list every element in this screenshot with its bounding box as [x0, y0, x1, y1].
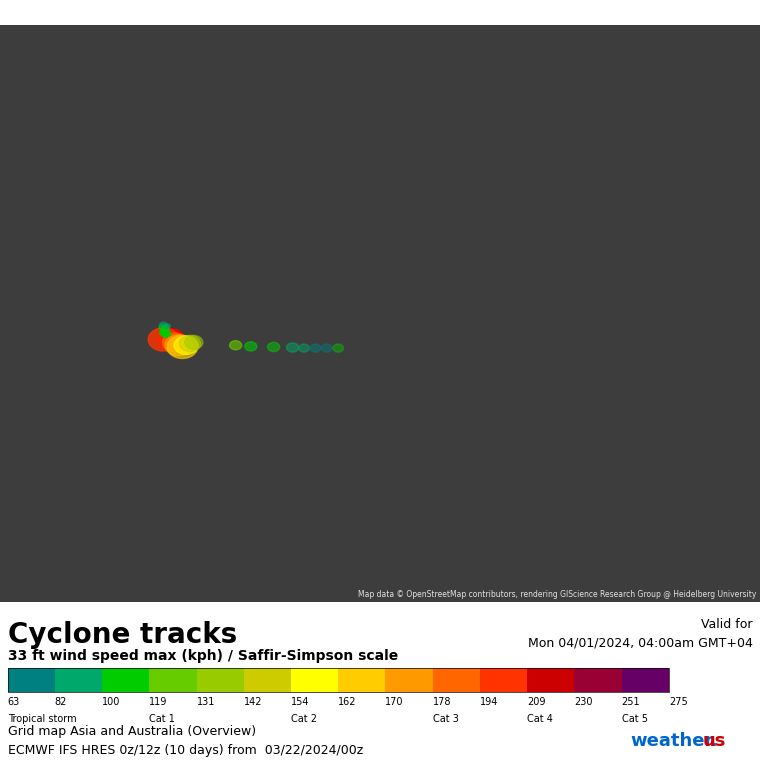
Circle shape — [164, 324, 170, 328]
Circle shape — [160, 327, 168, 333]
Circle shape — [167, 335, 198, 359]
Text: ECMWF IFS HRES 0z/12z (10 days) from  03/22/2024/00z: ECMWF IFS HRES 0z/12z (10 days) from 03/… — [8, 744, 363, 757]
Text: Grid map Asia and Australia (Overview): Grid map Asia and Australia (Overview) — [8, 725, 255, 738]
Text: 82: 82 — [55, 697, 67, 707]
Text: Cat 5: Cat 5 — [622, 714, 648, 724]
Bar — [432, 668, 480, 692]
Text: Cat 4: Cat 4 — [527, 714, 553, 724]
Circle shape — [179, 335, 201, 352]
Bar — [622, 668, 669, 692]
Text: 209: 209 — [527, 697, 546, 707]
Text: This service is based on data and products of the European Centre for Medium-ran: This service is based on data and produc… — [8, 8, 603, 17]
Text: 170: 170 — [385, 697, 404, 707]
Bar — [527, 668, 575, 692]
Bar — [102, 668, 149, 692]
Circle shape — [321, 344, 332, 352]
Circle shape — [161, 332, 167, 337]
Circle shape — [159, 325, 166, 331]
Circle shape — [299, 344, 309, 352]
Circle shape — [160, 322, 167, 328]
Circle shape — [310, 344, 321, 352]
Bar — [338, 668, 385, 692]
Text: Map data © OpenStreetMap contributors, rendering GIScience Research Group @ Heid: Map data © OpenStreetMap contributors, r… — [358, 590, 756, 599]
Text: 131: 131 — [197, 697, 215, 707]
Bar — [575, 668, 622, 692]
Circle shape — [157, 330, 178, 346]
Circle shape — [162, 329, 169, 335]
Text: 154: 154 — [291, 697, 309, 707]
Text: Cat 2: Cat 2 — [291, 714, 317, 724]
Circle shape — [268, 342, 280, 352]
Text: Cat 3: Cat 3 — [432, 714, 458, 724]
Text: 251: 251 — [622, 697, 640, 707]
Circle shape — [230, 340, 242, 350]
Circle shape — [160, 329, 166, 334]
Bar — [244, 668, 291, 692]
Bar — [291, 668, 338, 692]
Bar — [55, 668, 102, 692]
Text: Cyclone tracks: Cyclone tracks — [8, 621, 237, 649]
Text: weather.: weather. — [631, 732, 718, 749]
Bar — [149, 668, 197, 692]
Text: 230: 230 — [575, 697, 593, 707]
Circle shape — [163, 325, 169, 331]
Text: 119: 119 — [149, 697, 168, 707]
Circle shape — [161, 328, 167, 332]
Circle shape — [287, 343, 299, 352]
Text: 162: 162 — [338, 697, 356, 707]
Bar — [8, 668, 55, 692]
Circle shape — [163, 333, 169, 337]
Bar — [480, 668, 527, 692]
Circle shape — [160, 331, 166, 335]
Text: 142: 142 — [244, 697, 262, 707]
Text: 178: 178 — [432, 697, 451, 707]
Circle shape — [163, 333, 187, 352]
Text: 100: 100 — [102, 697, 120, 707]
Circle shape — [148, 328, 179, 351]
Circle shape — [174, 336, 198, 354]
Bar — [8, 668, 669, 692]
Circle shape — [245, 342, 257, 351]
Circle shape — [333, 344, 344, 352]
Text: us: us — [702, 732, 726, 749]
Text: Valid for: Valid for — [701, 618, 752, 631]
Circle shape — [185, 335, 203, 350]
Text: Tropical storm: Tropical storm — [8, 714, 76, 724]
Text: Cat 1: Cat 1 — [149, 714, 175, 724]
Circle shape — [157, 329, 185, 350]
Text: 194: 194 — [480, 697, 499, 707]
Bar — [385, 668, 432, 692]
Text: 33 ft wind speed max (kph) / Saffir-Simpson scale: 33 ft wind speed max (kph) / Saffir-Simp… — [8, 649, 397, 663]
Text: 63: 63 — [8, 697, 20, 707]
Text: Mon 04/01/2024, 04:00am GMT+04: Mon 04/01/2024, 04:00am GMT+04 — [527, 637, 752, 650]
Circle shape — [163, 331, 171, 337]
Text: 275: 275 — [669, 697, 688, 707]
Bar — [197, 668, 244, 692]
Circle shape — [165, 335, 192, 356]
